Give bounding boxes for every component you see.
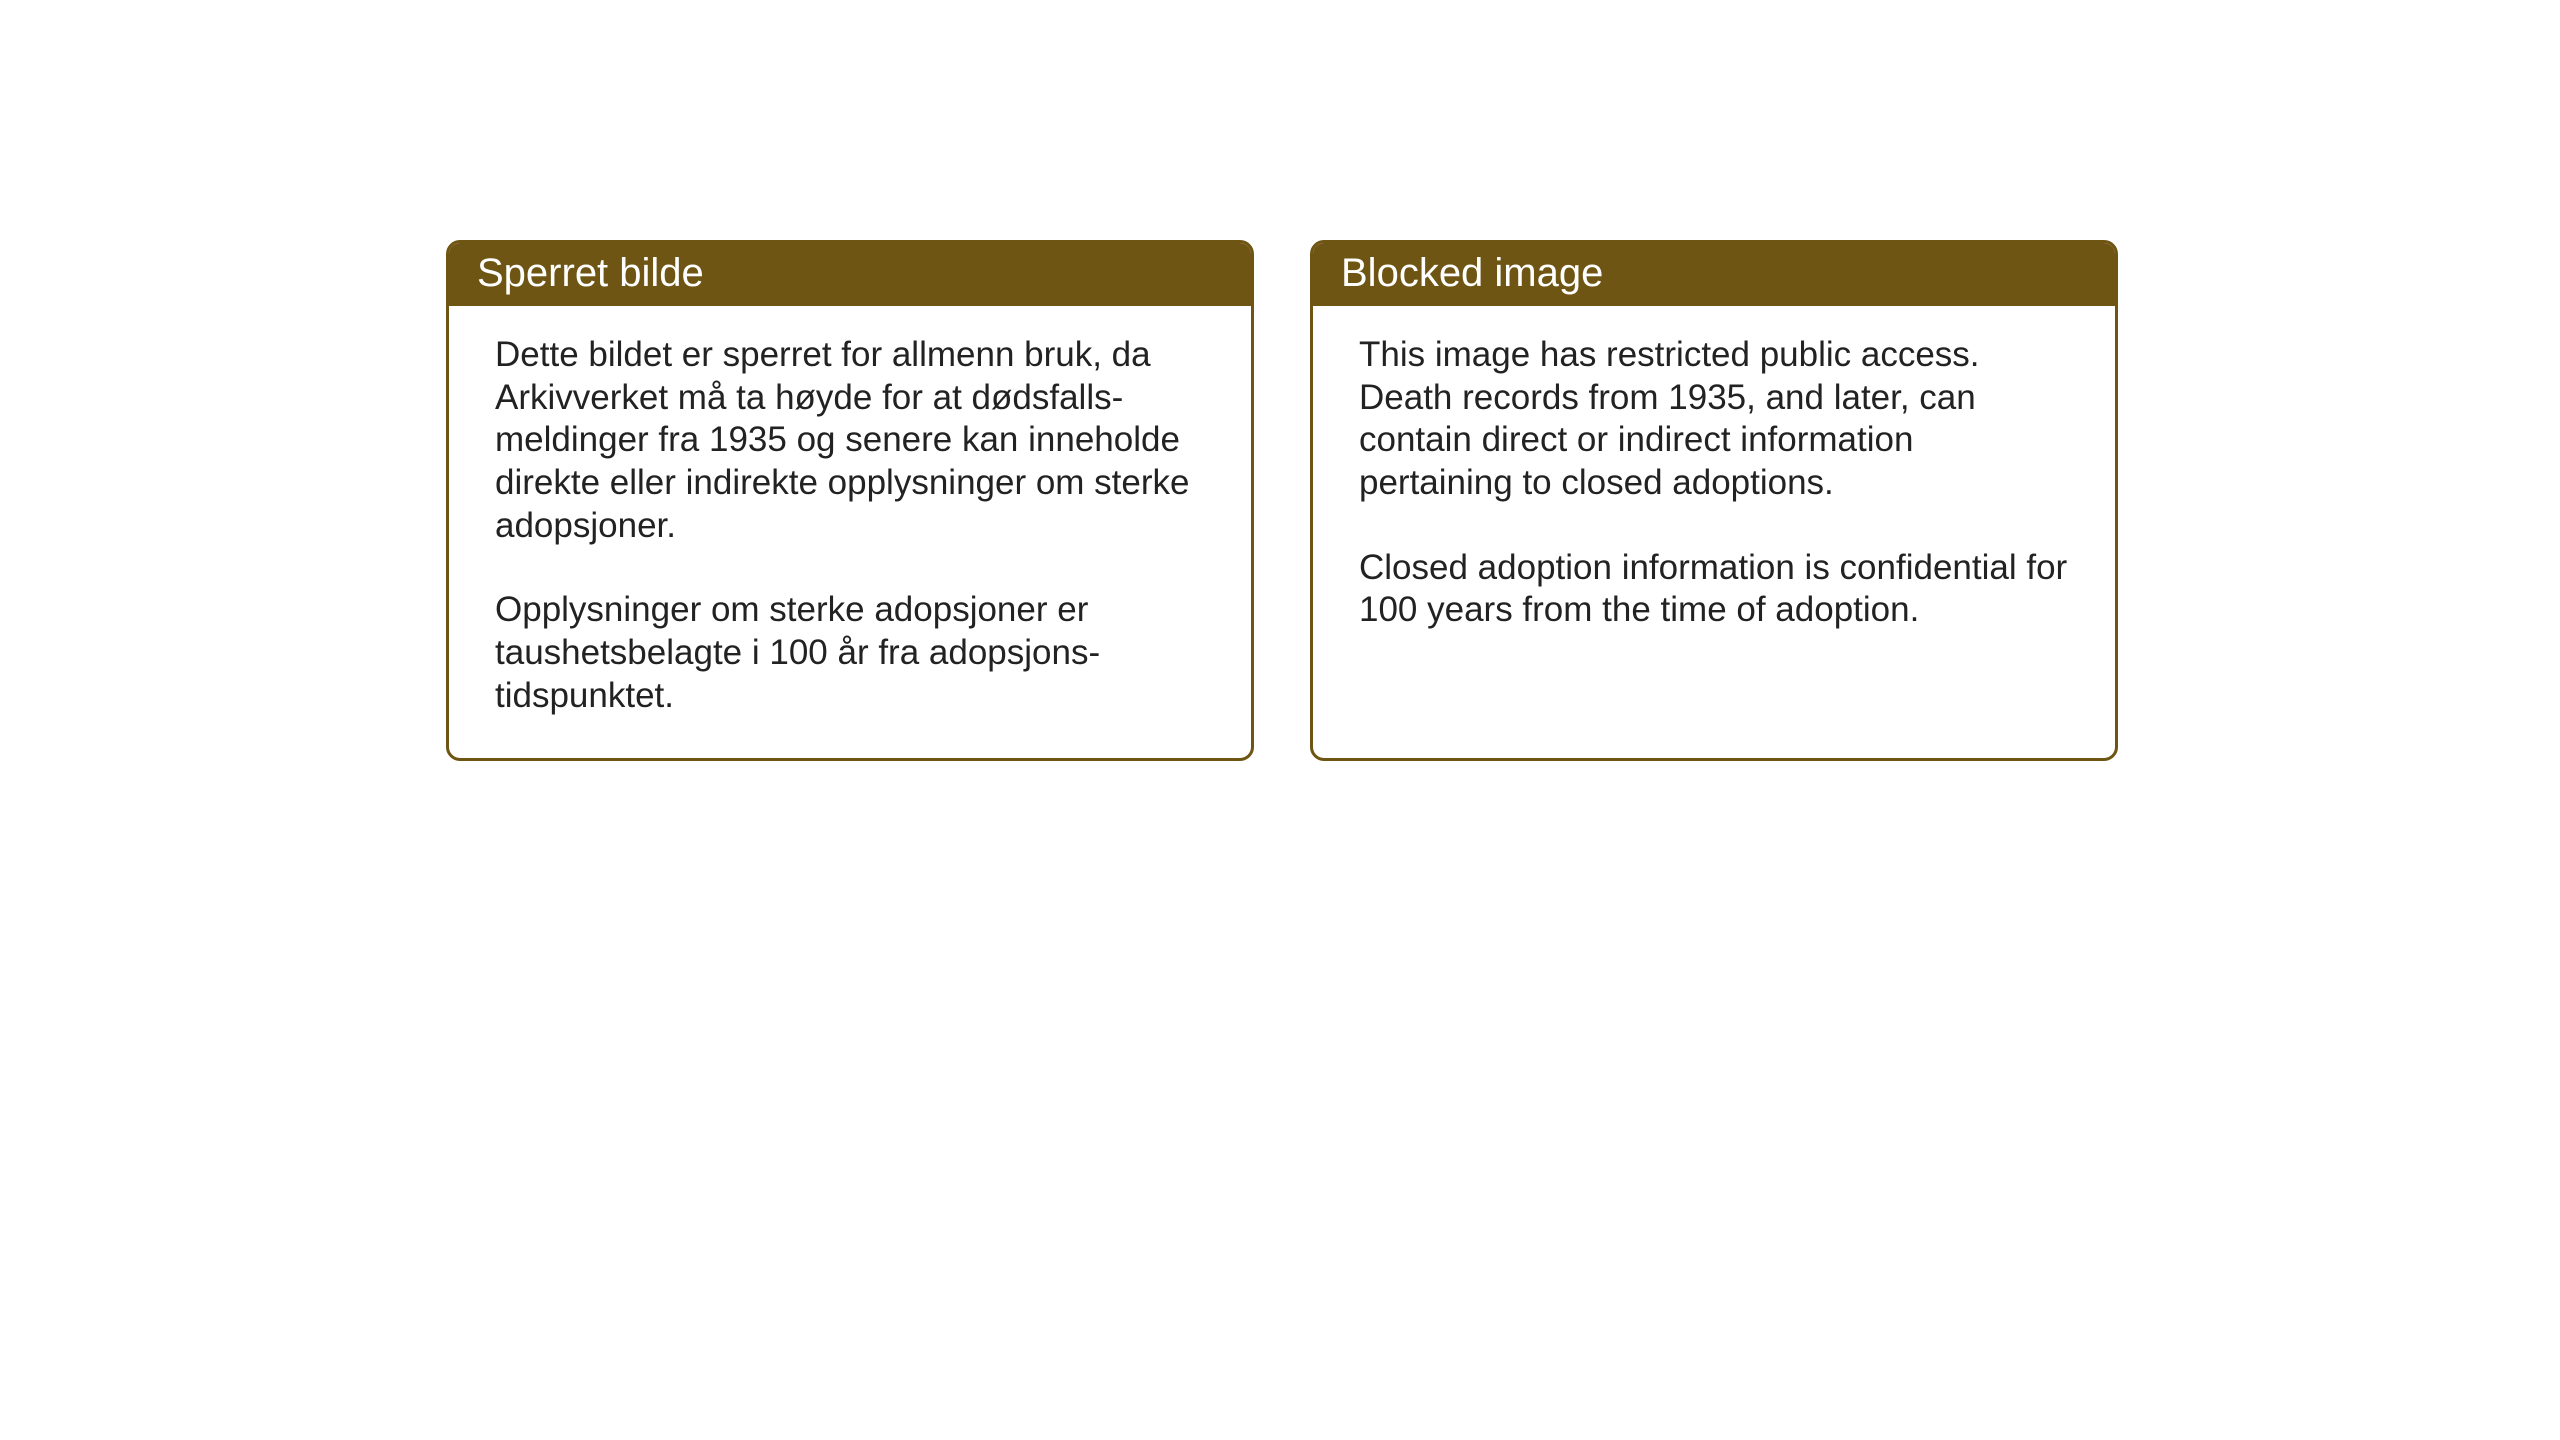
paragraph-2-norwegian: Opplysninger om sterke adopsjoner er tau… [495,589,1205,717]
notice-card-english: Blocked image This image has restricted … [1310,240,2118,761]
notice-container: Sperret bilde Dette bildet er sperret fo… [446,240,2118,761]
card-body-norwegian: Dette bildet er sperret for allmenn bruk… [449,306,1251,758]
card-title-norwegian: Sperret bilde [477,251,704,295]
notice-card-norwegian: Sperret bilde Dette bildet er sperret fo… [446,240,1254,761]
card-header-norwegian: Sperret bilde [449,243,1251,306]
card-body-english: This image has restricted public access.… [1313,306,2115,672]
paragraph-1-norwegian: Dette bildet er sperret for allmenn bruk… [495,334,1205,547]
paragraph-1-english: This image has restricted public access.… [1359,334,2069,505]
card-title-english: Blocked image [1341,251,1603,295]
card-header-english: Blocked image [1313,243,2115,306]
paragraph-2-english: Closed adoption information is confident… [1359,547,2069,632]
